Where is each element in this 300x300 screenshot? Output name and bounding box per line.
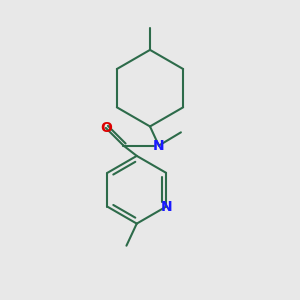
Text: O: O — [100, 121, 112, 135]
Text: N: N — [153, 139, 165, 153]
Text: N: N — [160, 200, 172, 214]
